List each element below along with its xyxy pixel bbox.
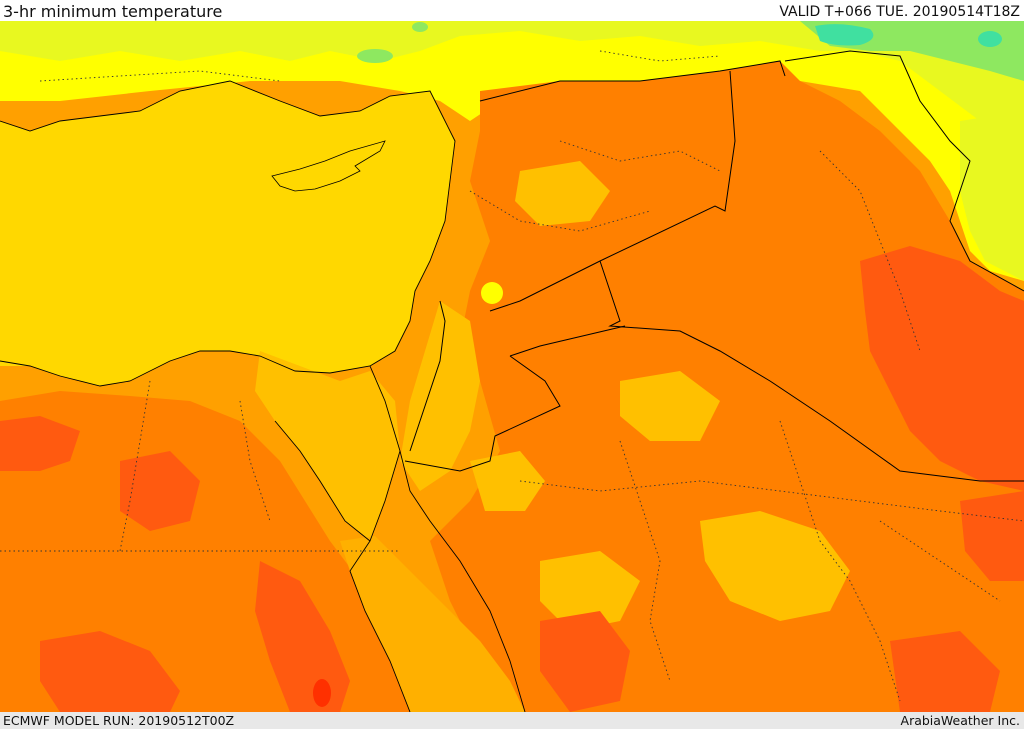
iraq-red-region xyxy=(860,246,1024,491)
coastlines xyxy=(0,80,526,712)
credit-label: ArabiaWeather Inc. xyxy=(900,713,1020,728)
title-bar: 3-hr minimum temperature VALID T+066 TUE… xyxy=(0,0,1024,21)
map-canvas xyxy=(0,21,1024,712)
saudi-light-orange xyxy=(700,511,850,621)
northeast-teal-patch xyxy=(815,24,874,46)
syria-iraq-orange xyxy=(430,61,1024,712)
sinai-light-orange xyxy=(255,351,400,541)
north-green-spot xyxy=(357,49,393,63)
saudi-light-orange-2 xyxy=(540,551,640,631)
valid-time: VALID T+066 TUE. 20190514T18Z xyxy=(779,4,1020,20)
egypt-red-patch-2 xyxy=(120,451,200,531)
province-borders xyxy=(0,50,1024,702)
model-run-label: ECMWF MODEL RUN: 20190512T00Z xyxy=(3,713,235,728)
egypt-red-patch xyxy=(0,416,80,471)
map-title: 3-hr minimum temperature xyxy=(3,2,223,21)
syria-light-orange xyxy=(515,161,610,226)
country-borders xyxy=(404,50,1024,482)
saudi-red-patch xyxy=(540,611,630,712)
saudi-light-orange-3 xyxy=(470,451,545,511)
east-green-fringe xyxy=(960,111,1024,281)
egypt-red-patch-4 xyxy=(40,631,180,712)
mediterranean-sea xyxy=(0,81,455,386)
northeast-teal-spot xyxy=(978,31,1002,47)
saudi-red-patch-2 xyxy=(960,491,1024,581)
north-green-spot-2 xyxy=(412,22,428,32)
iraq-light-orange xyxy=(620,371,720,441)
egypt-red-patch-3 xyxy=(255,561,350,712)
cyprus-island xyxy=(271,140,386,192)
north-yellowgreen-band xyxy=(0,21,1024,141)
damascus-yellow-spot xyxy=(481,282,503,304)
red-sea xyxy=(340,536,525,712)
temperature-map[interactable] xyxy=(0,21,1024,712)
footer-bar: ECMWF MODEL RUN: 20190512T00Z ArabiaWeat… xyxy=(0,712,1024,729)
saudi-red-patch-3 xyxy=(890,631,1000,712)
egypt-red-spot xyxy=(313,679,331,707)
jordan-light-orange xyxy=(400,301,480,491)
